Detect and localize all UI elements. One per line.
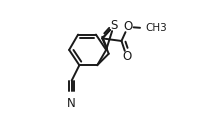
- Text: N: N: [67, 97, 76, 110]
- Text: O: O: [122, 50, 131, 63]
- Text: S: S: [110, 19, 117, 32]
- Text: CH3: CH3: [146, 23, 167, 33]
- Text: O: O: [123, 20, 133, 33]
